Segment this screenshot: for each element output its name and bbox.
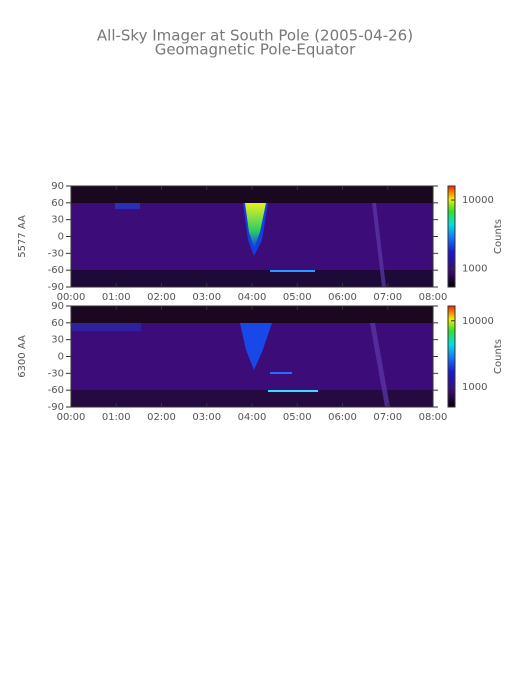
- x-tick-label: 06:00: [328, 412, 357, 423]
- colorbar-frame: [447, 305, 456, 408]
- y-tick-label: -60: [48, 385, 64, 396]
- x-tick-label: 02:00: [147, 292, 176, 303]
- colorbar-label: Counts: [493, 219, 504, 254]
- x-tick-label: 04:00: [238, 292, 267, 303]
- title: All-Sky Imager at South Pole (2005-04-26…: [97, 27, 413, 45]
- x-tick-label: 00:00: [57, 412, 86, 423]
- x-tick-label: 03:00: [192, 412, 221, 423]
- x-tick-label: 07:00: [373, 292, 402, 303]
- x-tick-label: 04:00: [238, 412, 267, 423]
- colorbar-tick-label: 1000: [462, 264, 487, 275]
- x-tick-label: 07:00: [373, 412, 402, 423]
- x-tick-label: 03:00: [192, 292, 221, 303]
- colorbar-frame: [447, 185, 456, 288]
- y-tick-label: -30: [48, 248, 64, 259]
- x-tick-label: 06:00: [328, 292, 357, 303]
- y-tick-label: 90: [51, 301, 64, 312]
- y-tick-label: -60: [48, 265, 64, 276]
- y-tick-label: 60: [51, 198, 64, 209]
- colorbar-label: Counts: [493, 339, 504, 374]
- x-tick-label: 08:00: [419, 412, 448, 423]
- x-tick-label: 05:00: [283, 412, 312, 423]
- y-tick-label: -30: [48, 368, 64, 379]
- y-tick-label: 30: [51, 335, 64, 346]
- y-tick-label: 30: [51, 215, 64, 226]
- y-tick-label: -90: [48, 402, 64, 413]
- x-tick-label: 08:00: [419, 292, 448, 303]
- colorbar-tick-label: 1000: [462, 382, 487, 393]
- y-tick-label: 0: [58, 232, 64, 243]
- keogram-image: [71, 186, 433, 287]
- subtitle: Geomagnetic Pole-Equator: [155, 41, 356, 59]
- y-tick-label: 90: [51, 181, 64, 192]
- y-axis-label: 5577 AA: [17, 215, 28, 258]
- y-tick-label: 60: [51, 318, 64, 329]
- keogram-image: [71, 306, 433, 407]
- x-tick-label: 00:00: [57, 292, 86, 303]
- y-axis-label: 6300 AA: [17, 335, 28, 378]
- y-tick-label: 0: [58, 352, 64, 363]
- x-tick-label: 01:00: [102, 412, 131, 423]
- x-tick-label: 02:00: [147, 412, 176, 423]
- colorbar-tick-label: 10000: [462, 316, 494, 327]
- colorbar-tick-label: 10000: [462, 195, 494, 206]
- y-tick-label: -90: [48, 282, 64, 293]
- x-tick-label: 05:00: [283, 292, 312, 303]
- colorbar: [448, 306, 455, 407]
- x-tick-label: 01:00: [102, 292, 131, 303]
- colorbar: [448, 186, 455, 287]
